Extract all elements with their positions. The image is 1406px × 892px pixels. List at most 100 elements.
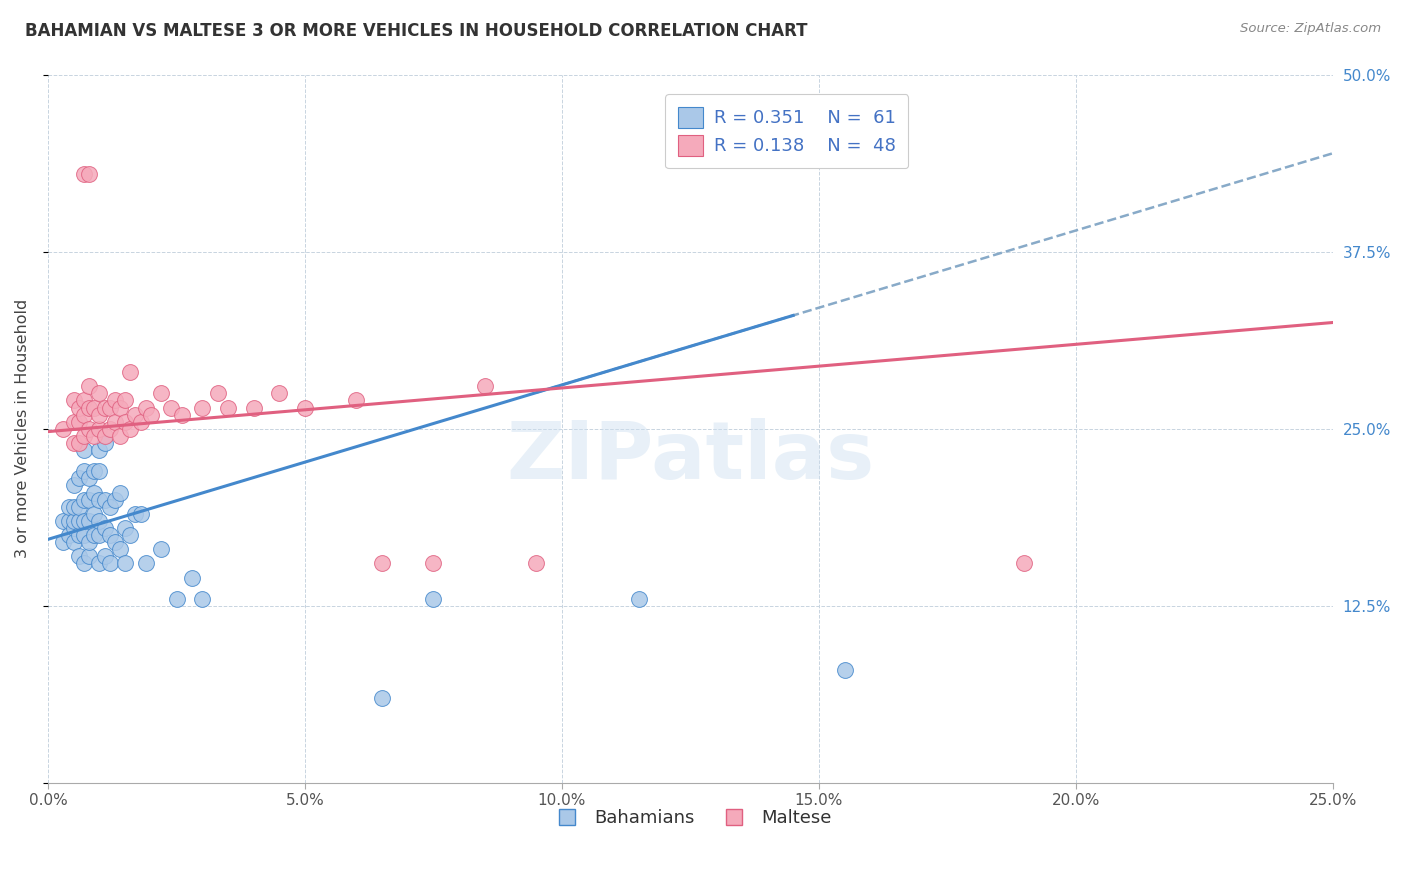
- Point: [104, 535, 127, 549]
- Point: [52, 535, 75, 549]
- Point: [77, 401, 100, 415]
- Point: [62, 514, 84, 528]
- Point: [150, 542, 173, 557]
- Point: [120, 422, 142, 436]
- Legend: Bahamians, Maltese: Bahamians, Maltese: [541, 802, 839, 834]
- Point: [77, 492, 100, 507]
- Point: [77, 514, 100, 528]
- Point: [67, 528, 90, 542]
- Point: [207, 386, 229, 401]
- Point: [108, 542, 131, 557]
- Point: [67, 401, 90, 415]
- Point: [67, 514, 90, 528]
- Point: [1014, 557, 1036, 571]
- Point: [89, 443, 111, 458]
- Point: [73, 443, 96, 458]
- Point: [834, 663, 856, 677]
- Point: [191, 401, 214, 415]
- Point: [98, 401, 121, 415]
- Point: [89, 514, 111, 528]
- Point: [135, 401, 157, 415]
- Point: [524, 557, 547, 571]
- Point: [129, 507, 152, 521]
- Point: [89, 492, 111, 507]
- Y-axis label: 3 or more Vehicles in Household: 3 or more Vehicles in Household: [15, 299, 30, 558]
- Point: [344, 393, 367, 408]
- Point: [73, 528, 96, 542]
- Point: [98, 528, 121, 542]
- Point: [58, 500, 80, 514]
- Point: [108, 485, 131, 500]
- Point: [77, 167, 100, 181]
- Point: [160, 401, 183, 415]
- Text: BAHAMIAN VS MALTESE 3 OR MORE VEHICLES IN HOUSEHOLD CORRELATION CHART: BAHAMIAN VS MALTESE 3 OR MORE VEHICLES I…: [25, 22, 808, 40]
- Point: [422, 557, 444, 571]
- Point: [422, 591, 444, 606]
- Point: [58, 514, 80, 528]
- Point: [93, 401, 115, 415]
- Point: [93, 549, 115, 564]
- Point: [166, 591, 188, 606]
- Point: [62, 478, 84, 492]
- Point: [89, 464, 111, 478]
- Point: [73, 393, 96, 408]
- Point: [83, 485, 105, 500]
- Point: [73, 429, 96, 443]
- Point: [93, 429, 115, 443]
- Point: [89, 557, 111, 571]
- Point: [98, 557, 121, 571]
- Point: [62, 393, 84, 408]
- Point: [62, 415, 84, 429]
- Point: [269, 386, 291, 401]
- Point: [73, 167, 96, 181]
- Point: [62, 521, 84, 535]
- Point: [242, 401, 264, 415]
- Point: [129, 415, 152, 429]
- Point: [73, 408, 96, 422]
- Point: [114, 415, 136, 429]
- Point: [98, 500, 121, 514]
- Point: [124, 408, 146, 422]
- Point: [139, 408, 162, 422]
- Point: [73, 514, 96, 528]
- Point: [217, 401, 239, 415]
- Point: [294, 401, 316, 415]
- Point: [89, 422, 111, 436]
- Point: [124, 507, 146, 521]
- Point: [150, 386, 173, 401]
- Point: [120, 365, 142, 379]
- Point: [89, 528, 111, 542]
- Point: [52, 422, 75, 436]
- Point: [77, 549, 100, 564]
- Point: [108, 401, 131, 415]
- Point: [371, 557, 394, 571]
- Text: ZIPatlas: ZIPatlas: [506, 418, 875, 496]
- Point: [73, 557, 96, 571]
- Point: [83, 464, 105, 478]
- Point: [83, 401, 105, 415]
- Point: [77, 471, 100, 485]
- Point: [104, 492, 127, 507]
- Point: [83, 528, 105, 542]
- Point: [67, 471, 90, 485]
- Point: [77, 422, 100, 436]
- Point: [89, 408, 111, 422]
- Point: [77, 379, 100, 393]
- Point: [474, 379, 496, 393]
- Point: [62, 535, 84, 549]
- Point: [114, 521, 136, 535]
- Point: [93, 436, 115, 450]
- Point: [62, 436, 84, 450]
- Point: [104, 393, 127, 408]
- Point: [170, 408, 193, 422]
- Point: [67, 415, 90, 429]
- Point: [73, 492, 96, 507]
- Point: [67, 436, 90, 450]
- Text: Source: ZipAtlas.com: Source: ZipAtlas.com: [1240, 22, 1381, 36]
- Point: [114, 393, 136, 408]
- Point: [93, 521, 115, 535]
- Point: [67, 549, 90, 564]
- Point: [93, 492, 115, 507]
- Point: [58, 528, 80, 542]
- Point: [628, 591, 651, 606]
